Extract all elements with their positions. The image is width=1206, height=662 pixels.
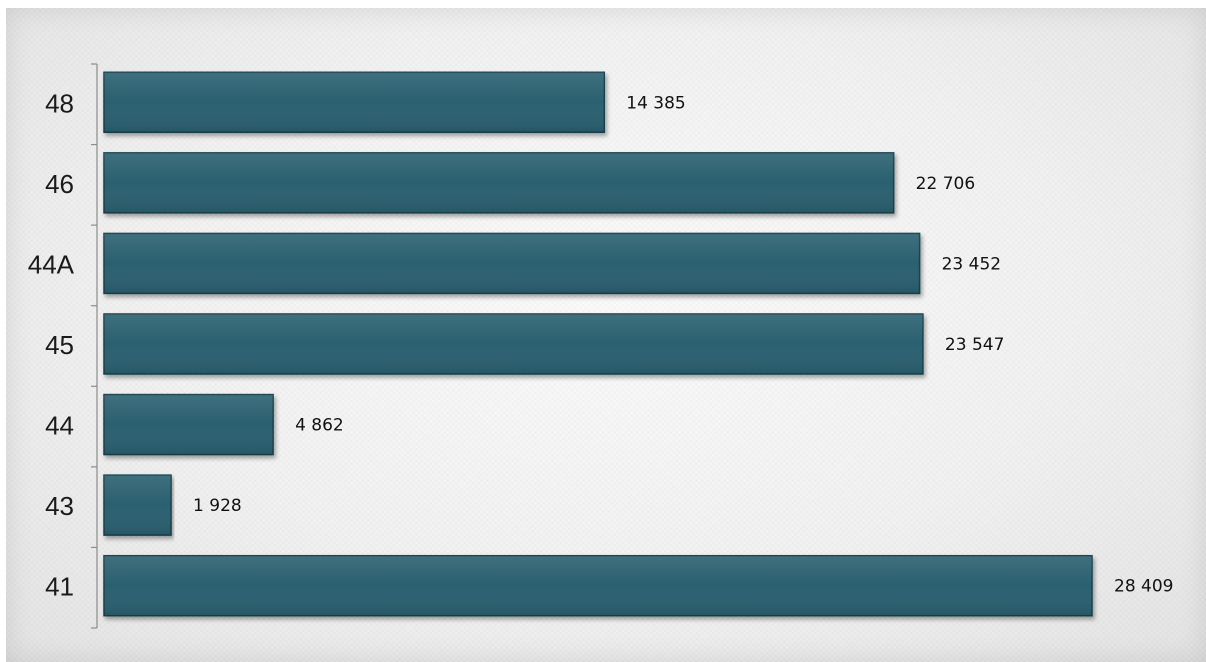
value-label: 23 547 — [945, 335, 1004, 355]
bar-highlight — [104, 555, 1092, 616]
category-label: 48 — [45, 88, 74, 118]
value-label: 23 452 — [942, 254, 1001, 274]
chart-area: 48 14 385 46 22 706 44A 23 452 45 23 547 44 4 862… — [6, 8, 1206, 662]
bar-highlight — [104, 314, 923, 374]
bar-highlight — [104, 394, 274, 455]
bar-highlight — [104, 72, 605, 133]
labels: 48 14 385 46 22 706 44A 23 452 45 23 547 44 4 862… — [28, 88, 1174, 601]
category-label: 44 — [45, 411, 74, 441]
bars — [103, 71, 1093, 617]
bar-highlight — [104, 475, 172, 536]
bar-chart: 48 14 385 46 22 706 44A 23 452 45 23 547 44 4 862… — [28, 63, 1174, 629]
category-label: 45 — [45, 330, 74, 360]
category-label: 44A — [28, 249, 75, 279]
bar-highlight — [104, 233, 920, 294]
value-label: 4 862 — [295, 416, 344, 436]
value-label: 28 409 — [1114, 577, 1173, 597]
category-label: 41 — [45, 572, 74, 602]
category-label: 43 — [45, 491, 74, 521]
category-axis — [91, 63, 98, 629]
category-label: 46 — [45, 169, 74, 199]
value-label: 1 928 — [193, 496, 242, 516]
value-label: 22 706 — [916, 174, 975, 194]
bar-highlight — [104, 152, 894, 213]
value-label: 14 385 — [626, 93, 685, 113]
